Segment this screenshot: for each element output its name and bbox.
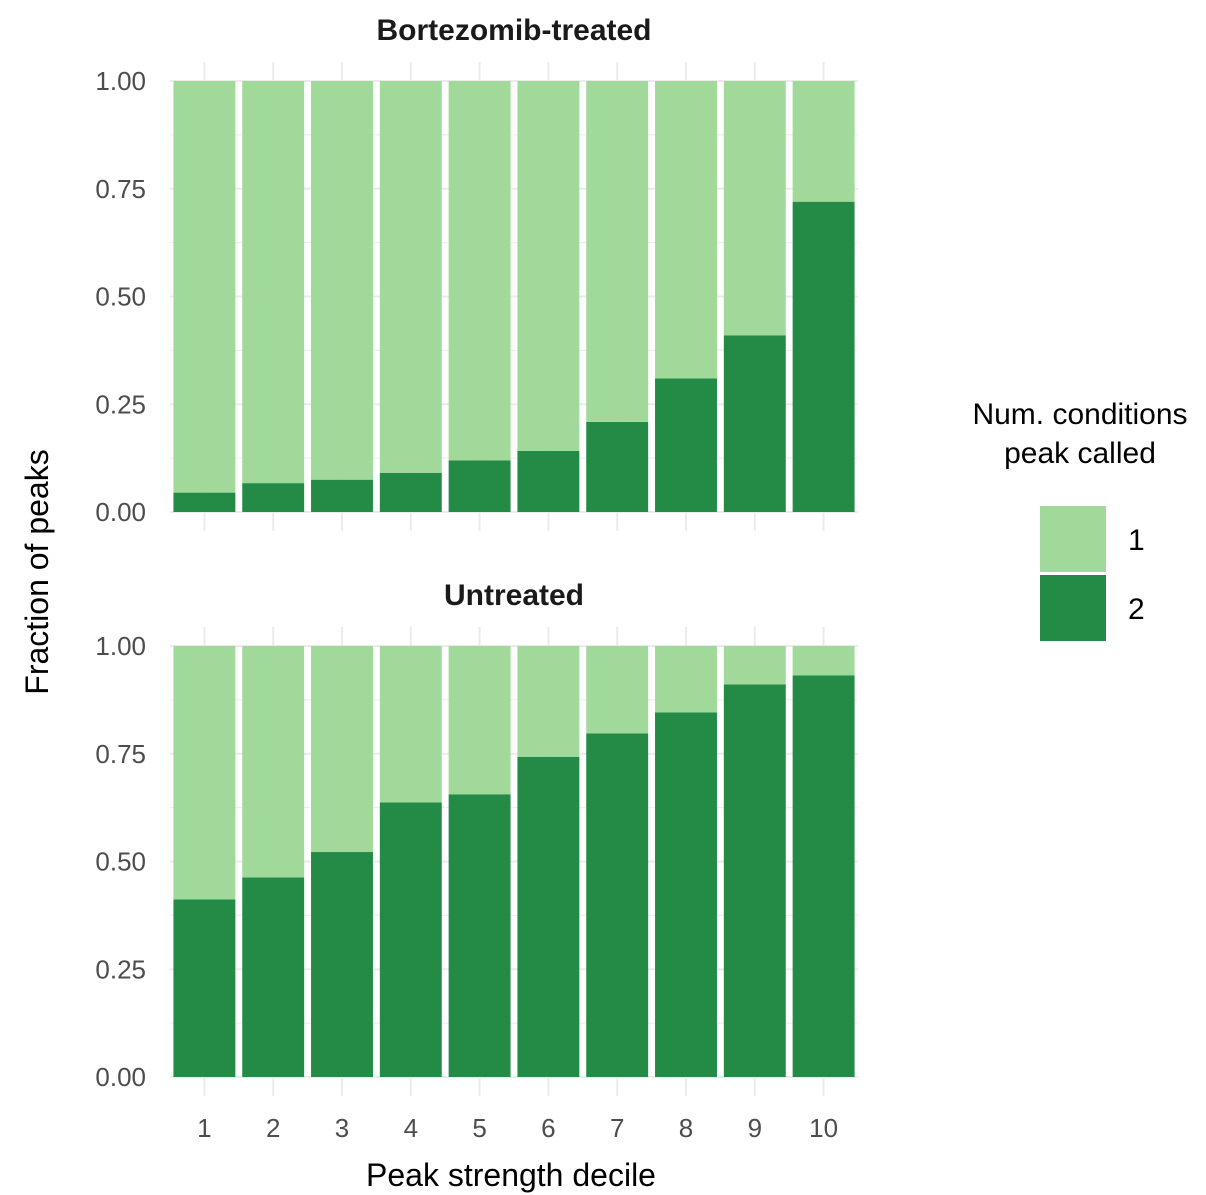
bar-decile-8-series-1 <box>655 646 717 713</box>
bar-decile-6-series-2 <box>517 756 580 1077</box>
bar-decile-4-series-2 <box>379 802 442 1077</box>
x-tick-label: 4 <box>404 1113 418 1143</box>
y-tick-label: 0.75 <box>95 739 146 769</box>
bar-decile-10-series-1 <box>792 646 855 676</box>
bar-decile-10-series-1 <box>792 81 855 202</box>
x-tick-label: 3 <box>335 1113 349 1143</box>
bar-decile-9-series-1 <box>723 646 786 685</box>
bar-decile-4-series-1 <box>379 81 442 473</box>
bar-decile-9-series-2 <box>723 335 786 512</box>
y-tick-label: 0.25 <box>95 389 146 419</box>
y-tick-label: 1.00 <box>95 631 146 661</box>
bar-decile-1-series-1 <box>173 81 236 493</box>
x-tick-label: 2 <box>266 1113 280 1143</box>
y-tick-label: 0.00 <box>95 497 146 527</box>
bar-decile-8-series-2 <box>655 378 717 512</box>
x-tick-labels: 1 2 3 4 5 6 7 8 9 10 <box>197 1113 838 1143</box>
bar-decile-3-series-2 <box>311 852 373 1077</box>
legend-swatch-1 <box>1040 506 1106 572</box>
bar-decile-4-series-2 <box>379 472 442 512</box>
bar-decile-6-series-1 <box>517 81 580 451</box>
bar-decile-5-series-1 <box>448 646 511 795</box>
bars <box>173 81 855 512</box>
panel-1: Bortezomib-treated 0.00 0.25 0.50 0.75 1.00 <box>95 14 858 531</box>
bar-decile-8-series-2 <box>655 712 717 1077</box>
y-tick-label: 0.25 <box>95 954 146 984</box>
legend-swatch-2 <box>1040 575 1106 641</box>
legend-title-line-2: peak called <box>1004 437 1156 470</box>
bar-decile-7-series-2 <box>586 733 649 1077</box>
x-tick-label: 7 <box>610 1113 624 1143</box>
y-tick-labels: 0.00 0.25 0.50 0.75 1.00 <box>95 66 146 527</box>
panels: Bortezomib-treated0.000.250.500.751.00Un… <box>95 14 858 1143</box>
x-tick-label: 10 <box>809 1113 838 1143</box>
bar-decile-10-series-2 <box>792 201 855 512</box>
x-tick-label: 1 <box>197 1113 211 1143</box>
legend: Num. conditions peak called 1 2 <box>972 398 1188 641</box>
bar-decile-1-series-2 <box>173 899 236 1077</box>
x-tick-label: 8 <box>679 1113 693 1143</box>
panel-2: Untreated 0.00 0.25 0.50 0.75 1.00 1 2 3 4 5 6 7 8 9 10 <box>95 579 858 1143</box>
bars <box>173 646 855 1077</box>
y-tick-labels: 0.00 0.25 0.50 0.75 1.00 <box>95 631 146 1092</box>
bar-decile-7-series-1 <box>586 81 649 422</box>
x-axis-title: Peak strength decile <box>366 1157 656 1193</box>
y-tick-label: 0.50 <box>95 847 146 877</box>
panel-title: Bortezomib-treated <box>376 14 651 47</box>
bar-decile-3-series-1 <box>311 646 373 853</box>
bar-decile-9-series-1 <box>723 81 786 336</box>
bar-decile-5-series-1 <box>448 81 511 461</box>
y-tick-label: 0.75 <box>95 174 146 204</box>
bar-decile-10-series-2 <box>792 675 855 1077</box>
x-tick-label: 6 <box>541 1113 555 1143</box>
bar-decile-3-series-1 <box>311 81 373 480</box>
bar-decile-5-series-2 <box>448 460 511 512</box>
panel-title: Untreated <box>444 579 584 612</box>
legend-label-1: 1 <box>1128 524 1145 557</box>
bar-decile-1-series-1 <box>173 646 236 900</box>
bar-decile-7-series-1 <box>586 646 649 734</box>
bar-decile-2-series-1 <box>242 646 305 878</box>
bar-decile-2-series-2 <box>242 877 305 1077</box>
bar-decile-6-series-1 <box>517 646 580 757</box>
y-tick-label: 1.00 <box>95 66 146 96</box>
bar-decile-3-series-2 <box>311 479 373 512</box>
x-tick-label: 5 <box>472 1113 486 1143</box>
y-axis-title: Fraction of peaks <box>19 449 55 694</box>
legend-label-2: 2 <box>1128 593 1145 626</box>
x-tick-label: 9 <box>748 1113 762 1143</box>
bar-decile-8-series-1 <box>655 81 717 379</box>
bar-decile-2-series-1 <box>242 81 305 484</box>
legend-title-line-1: Num. conditions <box>972 398 1187 431</box>
bar-decile-6-series-2 <box>517 450 580 512</box>
bar-decile-1-series-2 <box>173 492 236 512</box>
bar-decile-2-series-2 <box>242 483 305 512</box>
bar-decile-4-series-1 <box>379 646 442 803</box>
y-tick-label: 0.00 <box>95 1062 146 1092</box>
y-tick-label: 0.50 <box>95 282 146 312</box>
bar-decile-9-series-2 <box>723 684 786 1077</box>
bar-decile-7-series-2 <box>586 421 649 512</box>
bar-decile-5-series-2 <box>448 794 511 1077</box>
